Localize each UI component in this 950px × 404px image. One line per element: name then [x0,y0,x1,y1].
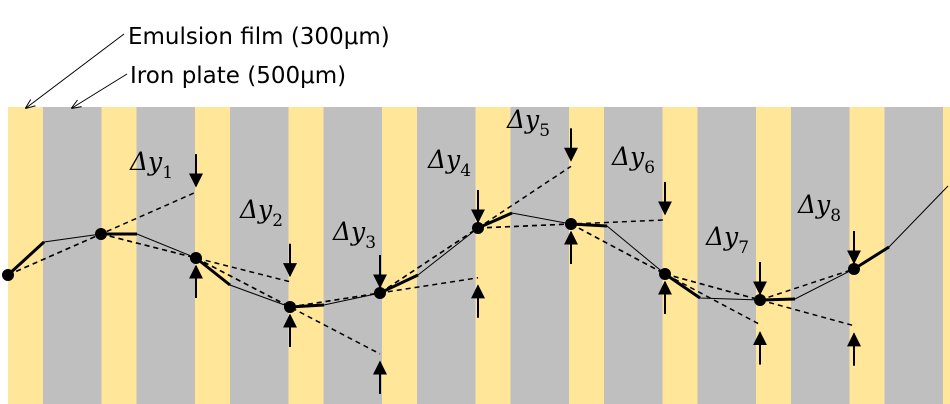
iron-layer [230,107,289,404]
pointer [26,33,125,108]
emulsion-layer [756,107,791,404]
extrapolation [289,277,479,308]
delta-symbol: Δy [239,195,273,224]
pointer [72,73,128,108]
delta-index: 6 [644,158,655,178]
hit-point [190,252,202,264]
emulsion-layer [569,107,604,404]
delta-symbol: Δy [332,217,366,246]
emulsion-layer [101,107,137,404]
delta-symbol: Δy [705,222,739,251]
delta-label: Δy1 [129,147,173,183]
delta-index: 7 [738,238,749,258]
delta-label: Δy5 [506,105,550,141]
hit-point [659,268,671,280]
measured-segment [664,272,701,300]
delta-index: 8 [830,206,841,226]
delta-label: Δy8 [797,190,841,226]
hit-point [284,301,296,313]
iron-layer [323,107,382,404]
iron-caption: Iron plate (500μm) [130,63,346,89]
delta-index: 2 [272,211,283,231]
iron-layer [136,107,195,404]
emulsion-layer [8,107,43,404]
delta-index: 1 [162,163,173,183]
delta-label: Δy4 [427,145,471,181]
delta-label: Δy2 [239,195,283,231]
emulsion-layer [662,107,698,404]
extrapolation [664,273,855,327]
extrapolation [100,233,291,283]
iron-layer [697,107,756,404]
emulsion-layer [943,107,950,404]
iron-layer [884,107,943,404]
delta-label: Δy7 [705,222,749,258]
hit-point [472,222,484,234]
delta-index: 3 [365,233,376,253]
measured-segment [195,256,231,287]
delta-symbol: Δy [427,145,461,174]
hit-point [374,287,386,299]
delta-symbol: Δy [797,190,831,219]
emulsion-layer [382,107,417,404]
iron-layer [604,107,663,404]
iron-layer [791,107,850,404]
delta-label: Δy3 [332,217,376,253]
emulsion-layer [475,107,511,404]
extrapolation [379,165,572,294]
emulsion-layer [288,107,324,404]
delta-symbol: Δy [611,142,645,171]
hit-point [565,218,577,230]
hit-point [95,228,107,240]
measured-segment [6,240,46,277]
measured-segment [379,273,419,295]
hit-point [848,263,860,275]
delta-symbol: Δy [506,105,540,134]
track [2,128,949,394]
delta-symbol: Δy [129,147,163,176]
delta-index: 5 [539,121,550,141]
hit-point [2,269,14,281]
measured-segment [477,211,513,230]
connection [759,268,855,301]
iron-layer [510,107,569,404]
hit-point [754,294,766,306]
emulsion-caption: Emulsion film (300μm) [128,24,390,50]
iron-layer [417,107,476,404]
measured-segment [853,245,890,271]
delta-index: 4 [460,161,471,181]
delta-label: Δy6 [611,142,655,178]
